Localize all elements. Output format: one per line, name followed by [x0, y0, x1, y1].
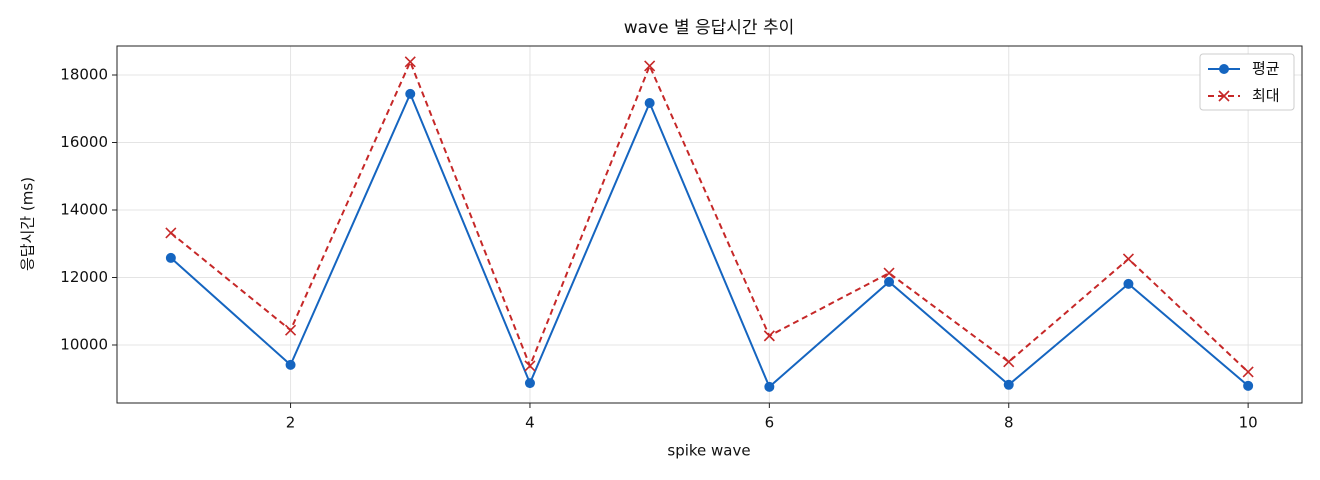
marker: [1242, 366, 1254, 378]
marker: [404, 56, 416, 68]
marker: [764, 381, 775, 392]
x-tick-label: 10: [1239, 414, 1258, 432]
legend-label: 최대: [1252, 87, 1280, 105]
marker: [165, 252, 176, 263]
y-axis-label: 응답시간 (ms): [19, 177, 37, 271]
marker: [763, 330, 775, 342]
marker: [1123, 278, 1134, 289]
x-tick-label: 6: [765, 414, 775, 432]
x-tick-label: 4: [525, 414, 535, 432]
marker: [285, 359, 296, 370]
y-tick-label: 14000: [60, 200, 108, 218]
y-tick-label: 18000: [60, 65, 108, 83]
legend-label: 평균: [1252, 60, 1280, 78]
legend-box: [1199, 53, 1295, 111]
marker: [165, 227, 177, 239]
series-line: [170, 59, 1249, 373]
marker: [405, 88, 416, 99]
y-tick-label: 12000: [60, 268, 108, 286]
marker: [1243, 380, 1254, 391]
marker: [1003, 379, 1014, 390]
marker: [644, 60, 656, 72]
marker: [284, 324, 297, 336]
marker: [1003, 356, 1015, 368]
marker: [883, 267, 895, 279]
marker: [884, 276, 895, 287]
chart-title: wave 별 응답시간 추이: [624, 18, 795, 38]
marker: [1219, 64, 1229, 74]
marker: [1122, 253, 1135, 265]
x-axis-label: spike wave: [667, 442, 750, 460]
marker: [524, 378, 535, 389]
marker: [524, 360, 536, 372]
plot-frame: [116, 45, 1303, 404]
x-tick-label: 2: [286, 414, 296, 432]
y-tick-label: 16000: [60, 133, 108, 151]
y-tick-label: 10000: [60, 335, 108, 353]
marker: [1218, 90, 1230, 102]
marker: [644, 98, 655, 109]
series-line: [170, 91, 1249, 389]
x-tick-label: 8: [1004, 414, 1014, 432]
